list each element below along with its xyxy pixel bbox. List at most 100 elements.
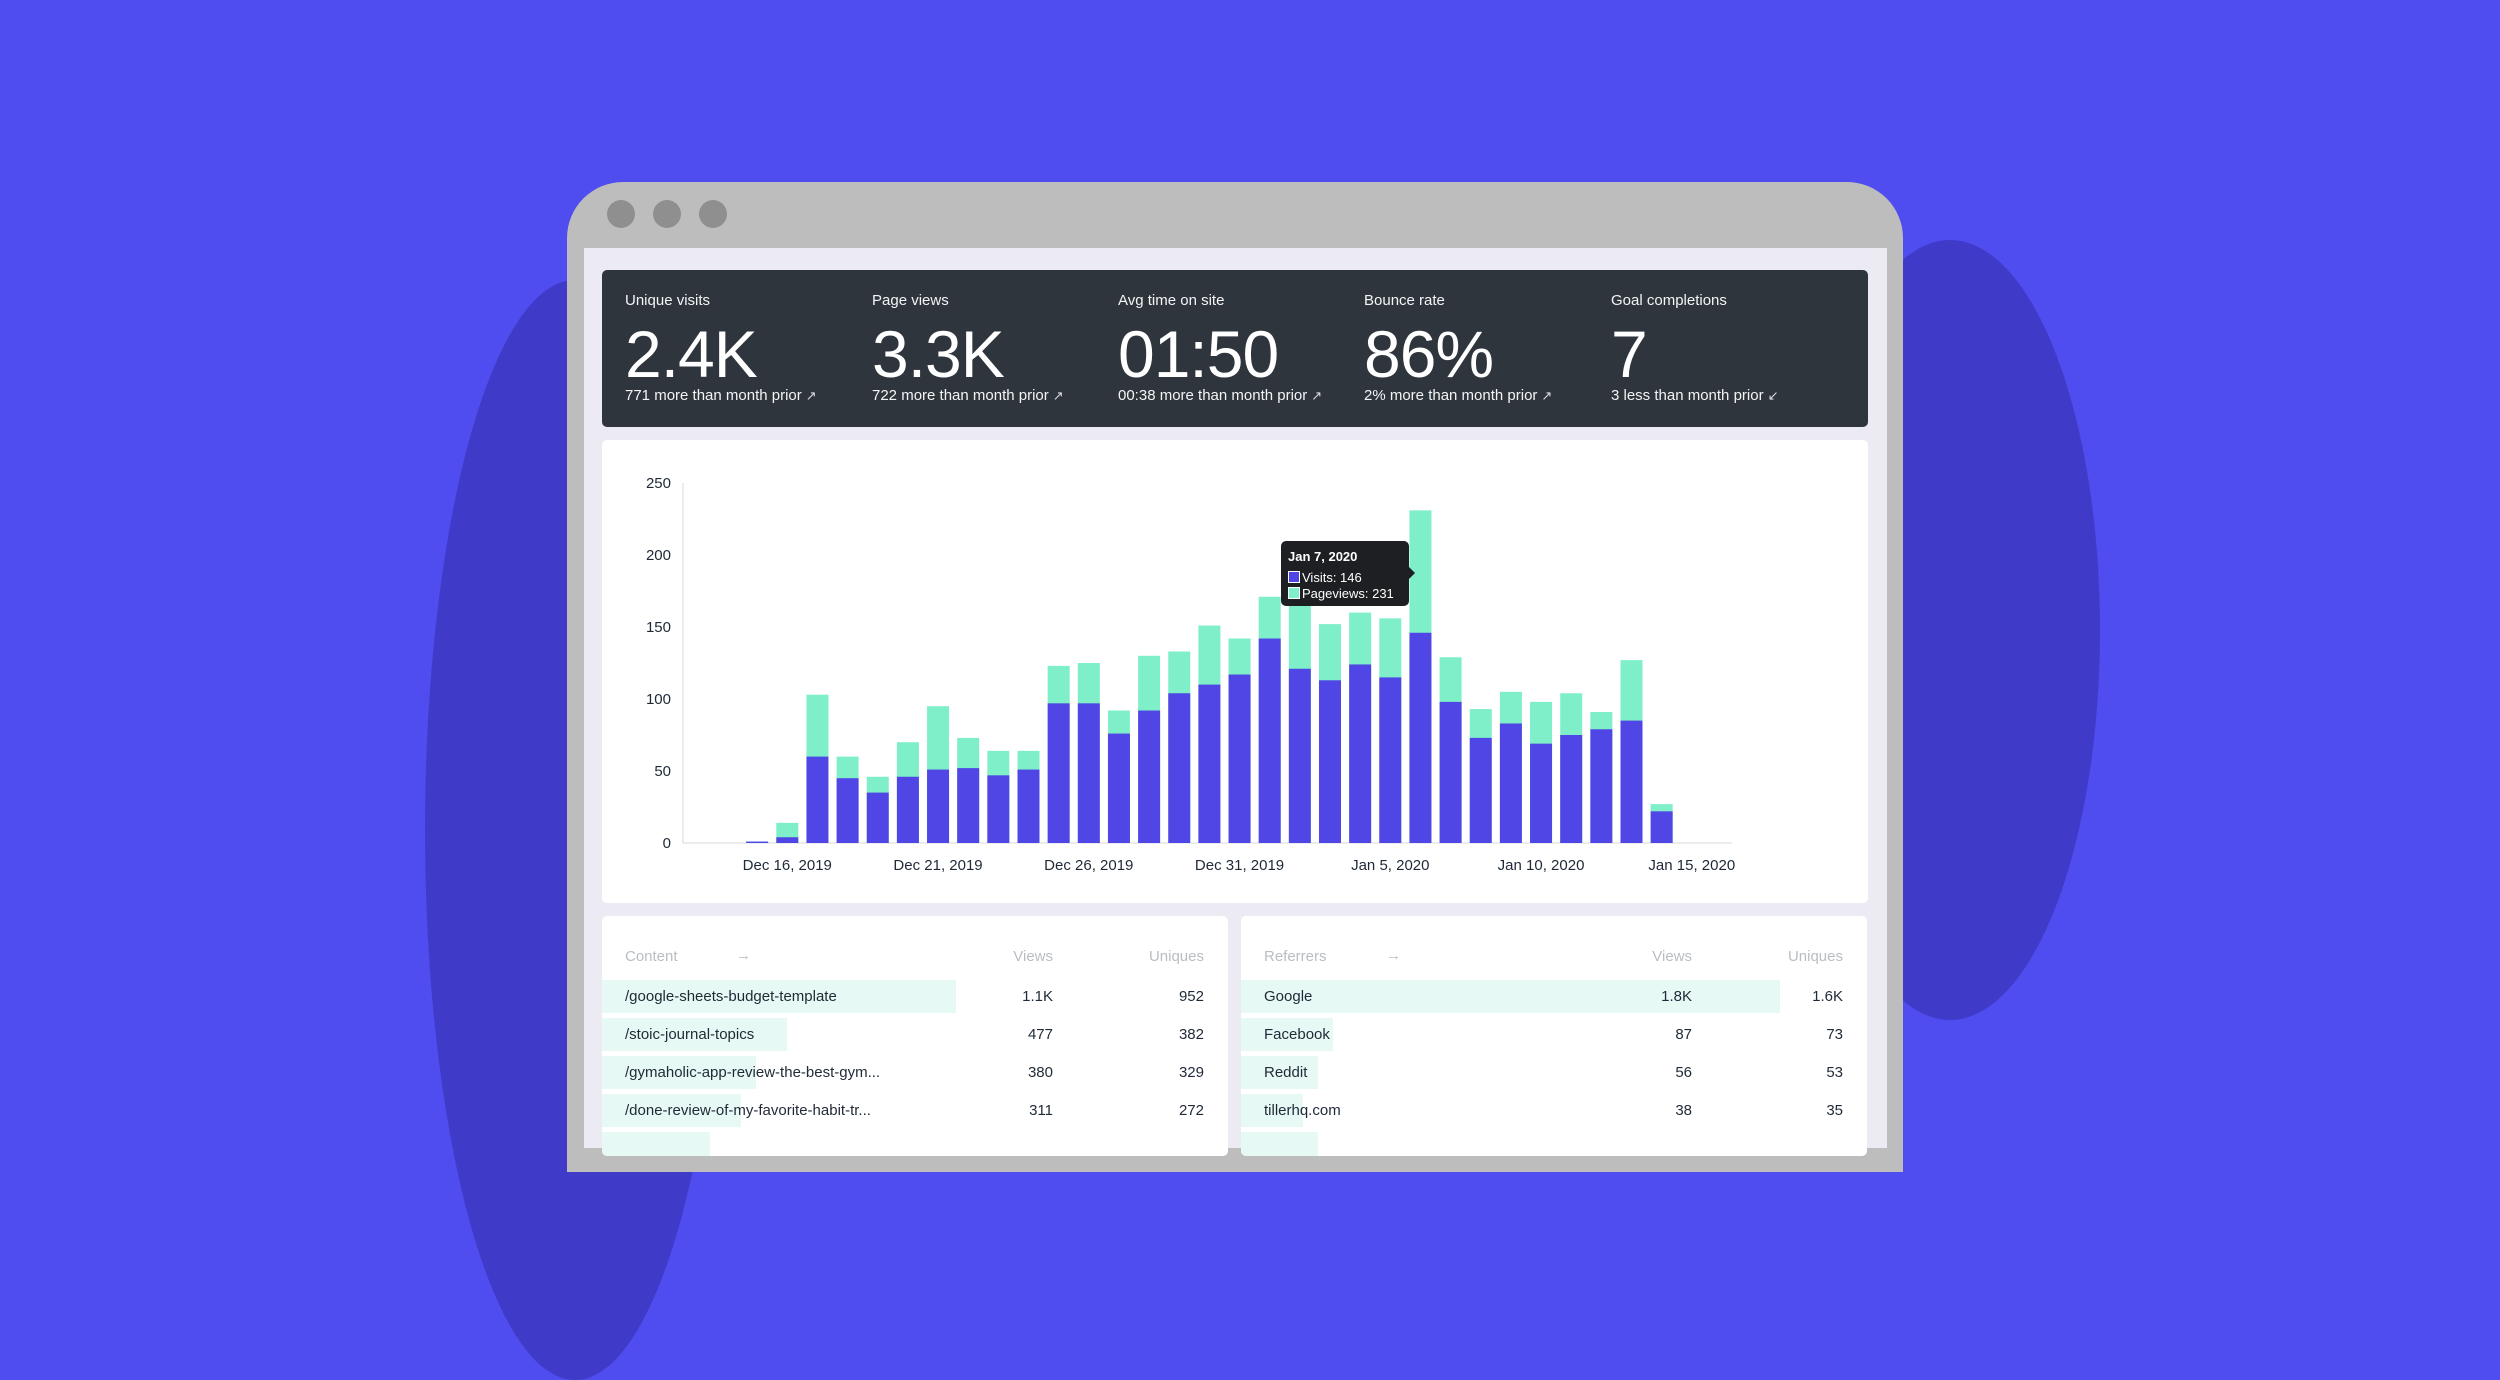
row-views: 380 xyxy=(1027,1064,1053,1081)
visits-bar[interactable] xyxy=(1258,638,1281,843)
row-views: 311 xyxy=(1029,1102,1053,1119)
row-uniques: 1.6K xyxy=(1812,988,1843,1005)
stat-delta: 771 more than month prior ↗ xyxy=(625,387,817,404)
arrow-up-right-icon: ↗ xyxy=(1311,388,1323,403)
row-name: Reddit xyxy=(1264,1064,1308,1081)
visits-bar[interactable] xyxy=(957,768,980,843)
arrow-right-icon[interactable]: → xyxy=(736,947,751,964)
visits-bar[interactable] xyxy=(1198,684,1221,843)
tooltip-pageviews: Pageviews: 231 xyxy=(1302,586,1394,601)
visits-bar[interactable] xyxy=(1138,710,1161,843)
y-tick-label: 250 xyxy=(646,475,671,492)
stat-goal-completions[interactable]: Goal completions 7 3 less than month pri… xyxy=(1611,270,1857,427)
stat-page-views[interactable]: Page views 3.3K 722 more than month prio… xyxy=(872,270,1118,427)
table-row[interactable]: /stoic-journal-topics 477 382 xyxy=(602,1018,1228,1051)
visits-bar[interactable] xyxy=(806,756,829,843)
visits-bar[interactable] xyxy=(927,769,950,843)
row-share-bar xyxy=(1241,1056,1318,1089)
x-tick-label: Jan 15, 2020 xyxy=(1648,857,1735,874)
stat-avg-time-on-site[interactable]: Avg time on site 01:50 00:38 more than m… xyxy=(1118,270,1364,427)
stat-delta: 00:38 more than month prior ↗ xyxy=(1118,387,1322,404)
row-uniques: 952 xyxy=(1178,988,1204,1005)
referrers-header[interactable]: Referrers xyxy=(1264,948,1327,965)
visits-bar[interactable] xyxy=(1469,737,1492,843)
visits-bar[interactable] xyxy=(1560,735,1583,843)
y-tick-label: 200 xyxy=(646,547,671,564)
row-views: 1.1K xyxy=(1022,988,1053,1005)
arrow-right-icon[interactable]: → xyxy=(1386,947,1401,964)
visits-bar[interactable] xyxy=(1017,769,1040,843)
row-share-bar xyxy=(1241,1132,1318,1156)
chart-card: 0 50 100 150 200 250 Dec 16, 2019 Dec 21, 2019 D… xyxy=(602,440,1868,903)
stat-label: Page views xyxy=(872,292,949,309)
table-row[interactable]: /done-review-of-my-favorite-habit-tr... 3… xyxy=(602,1094,1228,1127)
row-uniques: 272 xyxy=(1178,1102,1204,1119)
visits-bar[interactable] xyxy=(866,792,889,843)
visits-bar[interactable] xyxy=(1499,723,1522,843)
tooltip-visits-row: Visits: 146 xyxy=(1288,571,1362,585)
row-views: 477 xyxy=(1027,1026,1053,1043)
arrow-up-right-icon: ↗ xyxy=(1052,388,1064,403)
stat-unique-visits[interactable]: Unique visits 2.4K 771 more than month p… xyxy=(625,270,871,427)
stat-label: Avg time on site xyxy=(1118,292,1225,309)
visits-bar[interactable] xyxy=(776,837,799,843)
row-name: /stoic-journal-topics xyxy=(625,1026,755,1043)
views-header: Views xyxy=(1652,948,1692,965)
stat-bounce-rate[interactable]: Bounce rate 86% 2% more than month prior… xyxy=(1364,270,1610,427)
visits-bar[interactable] xyxy=(1620,720,1643,843)
visits-bar[interactable] xyxy=(836,778,859,843)
stat-value: 3.3K xyxy=(872,317,1005,391)
stat-delta-text: 771 more than month prior xyxy=(625,387,802,404)
table-row[interactable] xyxy=(602,1132,1228,1156)
visits-bar[interactable] xyxy=(1047,703,1070,843)
window-control-close[interactable] xyxy=(607,200,635,228)
visits-bar[interactable] xyxy=(1168,693,1191,843)
y-tick-label: 150 xyxy=(646,619,671,636)
row-name: Facebook xyxy=(1264,1026,1330,1043)
visits-bar[interactable] xyxy=(1530,743,1553,843)
row-views: 1.8K xyxy=(1661,988,1692,1005)
window-control-minimize[interactable] xyxy=(653,200,681,228)
stat-value: 7 xyxy=(1611,317,1648,391)
window-control-maximize[interactable] xyxy=(699,200,727,228)
x-tick-label: Dec 31, 2019 xyxy=(1195,857,1284,874)
arrow-up-right-icon: ↗ xyxy=(1541,388,1553,403)
visits-bar[interactable] xyxy=(1349,664,1372,843)
table-row[interactable]: tillerhq.com 38 35 xyxy=(1241,1094,1867,1127)
x-tick-label: Jan 5, 2020 xyxy=(1351,857,1429,874)
arrow-down-left-icon: ↙ xyxy=(1767,388,1779,403)
table-row[interactable]: /gymaholic-app-review-the-best-gym... 380… xyxy=(602,1056,1228,1089)
table-row[interactable]: /google-sheets-budget-template 1.1K 952 xyxy=(602,980,1228,1013)
visits-bar[interactable] xyxy=(1590,729,1613,843)
row-uniques: 73 xyxy=(1826,1026,1843,1043)
stat-delta: 2% more than month prior ↗ xyxy=(1364,387,1552,404)
visits-bar[interactable] xyxy=(746,841,769,843)
visits-bar[interactable] xyxy=(1288,668,1311,843)
table-row[interactable]: Reddit 56 53 xyxy=(1241,1056,1867,1089)
content-header[interactable]: Content xyxy=(625,948,678,965)
stat-delta-text: 722 more than month prior xyxy=(872,387,1049,404)
referrers-table: Referrers → Views Uniques Google 1.8K 1.6K… xyxy=(1241,916,1867,1156)
visits-bar[interactable] xyxy=(1319,680,1341,843)
table-row[interactable]: Google 1.8K 1.6K xyxy=(1241,980,1867,1013)
tooltip-visits: Visits: 146 xyxy=(1302,570,1362,585)
row-name: Google xyxy=(1264,988,1313,1005)
table-row[interactable] xyxy=(1241,1132,1867,1156)
row-share-bar xyxy=(602,1094,741,1127)
visits-bar[interactable] xyxy=(987,775,1010,843)
visits-pageviews-bar-chart[interactable]: 0 50 100 150 200 250 Dec 16, 2019 Dec 21, 2019 D… xyxy=(602,440,1868,903)
visits-bar[interactable] xyxy=(1439,701,1462,843)
visits-bar[interactable] xyxy=(1379,677,1402,843)
visits-bar[interactable] xyxy=(896,776,919,843)
stat-value: 86% xyxy=(1364,317,1494,391)
visits-bar[interactable] xyxy=(1409,632,1432,843)
visits-bar[interactable] xyxy=(1107,733,1130,843)
visits-bar[interactable] xyxy=(1077,703,1100,843)
uniques-header: Uniques xyxy=(1787,948,1843,965)
table-row[interactable]: Facebook 87 73 xyxy=(1241,1018,1867,1051)
visits-bar[interactable] xyxy=(1650,811,1673,843)
visits-bar[interactable] xyxy=(1228,674,1251,843)
stat-delta-text: 2% more than month prior xyxy=(1364,387,1538,404)
row-uniques: 35 xyxy=(1826,1102,1843,1119)
pageviews-swatch xyxy=(1288,587,1300,599)
